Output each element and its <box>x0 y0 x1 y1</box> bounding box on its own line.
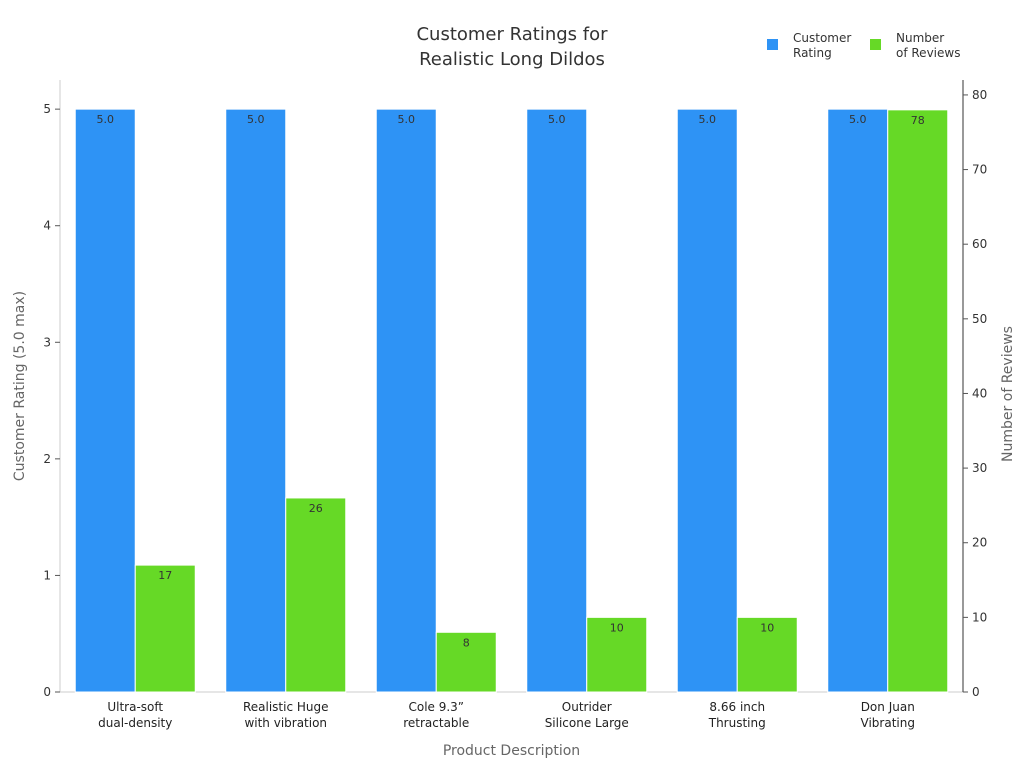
y-right-tick-label: 80 <box>972 88 987 102</box>
legend-swatch <box>767 39 778 50</box>
bar-customer-rating <box>74 108 136 693</box>
chart-title-line: Realistic Long Dildos <box>419 49 605 70</box>
y-right-tick-label: 60 <box>972 237 987 251</box>
x-tick-label-line: Thrusting <box>708 716 766 730</box>
data-label-number-of-reviews: 78 <box>911 114 925 127</box>
y-right-tick-label: 70 <box>972 163 987 177</box>
chart-title-line: Customer Ratings for <box>416 24 608 45</box>
y-right-tick-label: 10 <box>972 610 987 624</box>
chart-title: Customer Ratings for Realistic Long Dildo… <box>416 24 608 70</box>
x-tick-label-line: dual-density <box>98 716 172 730</box>
bar-number-of-reviews <box>285 497 347 693</box>
x-tick-label: 8.66 inch Thrusting <box>708 700 766 730</box>
y-left-tick-label: 5 <box>43 102 51 116</box>
x-tick-label: Outrider Silicone Large <box>545 700 629 730</box>
legend-label: Number of Reviews <box>896 31 960 60</box>
data-label-number-of-reviews: 17 <box>158 569 172 582</box>
legend-swatch <box>870 39 881 50</box>
data-label-customer-rating: 5.0 <box>849 113 867 126</box>
x-tick-label-line: Realistic Huge <box>243 700 329 714</box>
bar-customer-rating <box>375 108 437 693</box>
y-right-tick-label: 40 <box>972 386 987 400</box>
legend-label-line: of Reviews <box>896 46 960 60</box>
y-left-tick-label: 0 <box>43 685 51 699</box>
data-label-number-of-reviews: 10 <box>760 621 774 634</box>
x-tick-label: Realistic Huge with vibration <box>243 700 329 730</box>
x-tick-label-line: Don Juan <box>861 700 915 714</box>
data-label-number-of-reviews: 10 <box>610 621 624 634</box>
bar-customer-rating <box>526 108 588 693</box>
bar-customer-rating <box>827 108 889 693</box>
legend-label-line: Rating <box>793 46 832 60</box>
legend-label-line: Customer <box>793 31 851 45</box>
x-tick-label-line: 8.66 inch <box>709 700 765 714</box>
data-label-customer-rating: 5.0 <box>548 113 566 126</box>
bar-number-of-reviews <box>134 564 196 693</box>
bar-number-of-reviews <box>435 631 497 693</box>
bar-number-of-reviews <box>887 109 949 693</box>
y-left-tick-label: 2 <box>43 452 51 466</box>
x-tick-label-line: retractable <box>403 716 469 730</box>
y-right-tick-label: 30 <box>972 461 987 475</box>
x-tick-label-line: Ultra-soft <box>107 700 163 714</box>
x-tick-label: Don Juan Vibrating <box>861 700 915 730</box>
data-label-customer-rating: 5.0 <box>699 113 717 126</box>
x-tick-label-line: Silicone Large <box>545 716 629 730</box>
bar-customer-rating <box>676 108 738 693</box>
y-left-axis-label: Customer Rating (5.0 max) <box>12 291 28 481</box>
y-left-tick-label: 4 <box>43 219 51 233</box>
y-right-axis-label: Number of Reviews <box>1000 326 1016 462</box>
data-label-customer-rating: 5.0 <box>398 113 416 126</box>
legend-label: Customer Rating <box>793 31 851 60</box>
y-left-tick-label: 3 <box>43 335 51 349</box>
y-left-tick-label: 1 <box>43 568 51 582</box>
x-tick-label-line: with vibration <box>244 716 327 730</box>
bar-number-of-reviews <box>586 616 648 693</box>
data-label-customer-rating: 5.0 <box>97 113 115 126</box>
bar-customer-rating <box>225 108 287 693</box>
y-right-tick-label: 50 <box>972 312 987 326</box>
data-label-customer-rating: 5.0 <box>247 113 265 126</box>
legend-label-line: Number <box>896 31 944 45</box>
x-tick-label-line: Outrider <box>562 700 612 714</box>
data-label-number-of-reviews: 8 <box>463 636 470 649</box>
x-tick-label-line: Vibrating <box>861 716 915 730</box>
x-axis-label: Product Description <box>443 743 580 759</box>
y-right-tick-label: 0 <box>972 685 980 699</box>
x-tick-label: Cole 9.3” retractable <box>403 700 469 730</box>
bar-number-of-reviews <box>736 616 798 693</box>
y-right-tick-label: 20 <box>972 536 987 550</box>
data-label-number-of-reviews: 26 <box>309 502 323 515</box>
x-tick-label-line: Cole 9.3” <box>408 700 464 714</box>
x-tick-label: Ultra-soft dual-density <box>98 700 172 730</box>
